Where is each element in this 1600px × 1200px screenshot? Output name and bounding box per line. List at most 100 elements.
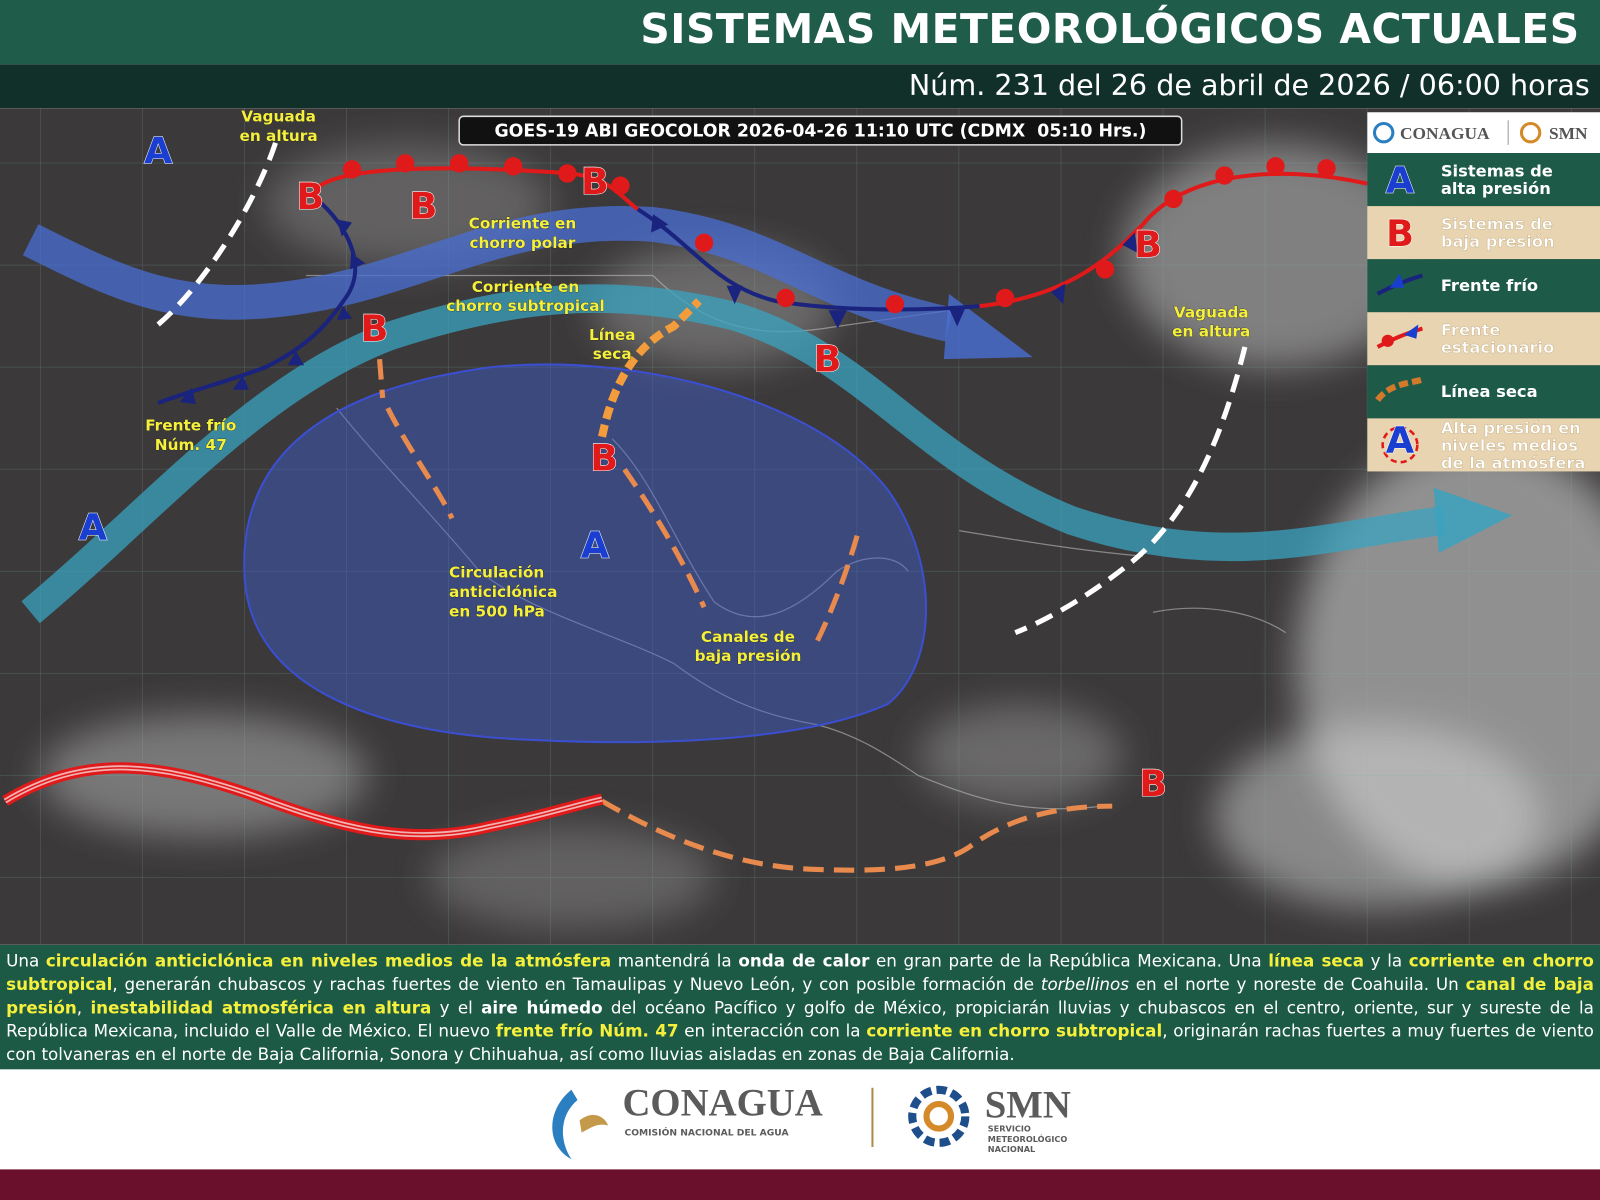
text: en el norte y noreste de Coahuila. Un <box>1128 974 1466 994</box>
map-label: Canales de baja presión <box>695 628 802 665</box>
bold-text: aire húmedo <box>481 997 603 1018</box>
footer: CONAGUA COMISIÓN NACIONAL DEL AGUA SMN S… <box>0 1069 1600 1170</box>
caption-box <box>458 115 1183 146</box>
low-pressure: B <box>590 436 618 479</box>
map-label-line: Vaguada <box>1174 303 1249 321</box>
legend-symbol: A <box>1386 159 1415 202</box>
legend-label-line: niveles medios <box>1441 436 1578 455</box>
legend-row <box>1367 206 1600 260</box>
caption: GOES-19 ABI GEOCOLOR 2026-04-26 11:10 UT… <box>494 122 1146 142</box>
map-label-line: Frente frío <box>145 417 236 435</box>
legend-label-line: Frente <box>1441 321 1501 340</box>
anticyclone <box>243 363 928 744</box>
text: del océano Pacífico y golfo de México, p… <box>6 997 1594 1041</box>
text: en gran parte de la República Mexicana. … <box>869 951 1269 971</box>
map-label: Línea seca <box>589 326 636 363</box>
stationary-front <box>314 154 1368 329</box>
legend-label: Línea seca <box>1441 382 1538 401</box>
highlight: corriente en chorro subtropical <box>6 951 1594 994</box>
map-label-line: Circulación <box>449 564 544 582</box>
legend-row <box>1367 365 1600 419</box>
map-label-line: Canales de <box>701 628 795 646</box>
legend-row <box>1367 153 1600 207</box>
map-label-line: chorro subtropical <box>446 297 605 315</box>
text: , originarán rachas fuertes a muy fuerte… <box>6 1021 1594 1065</box>
highlight: corriente en chorro subtropical <box>866 1021 1163 1041</box>
map-label: Corriente en chorro subtropical <box>446 278 605 315</box>
smn-logo: SMN <box>985 1083 1071 1126</box>
title-band: SISTEMAS METEOROLÓGICOS ACTUALES <box>0 0 1600 65</box>
legend-icon <box>1376 326 1424 349</box>
map-label-line: en altura <box>239 127 317 145</box>
legend-label: Frente frío <box>1441 276 1538 295</box>
text: mantendrá la <box>611 951 739 971</box>
legend-label-line: Sistemas de <box>1441 215 1553 234</box>
legend-row <box>1367 259 1600 313</box>
low-pressure-channel <box>377 358 1113 873</box>
legend-icon <box>1389 273 1405 288</box>
subtropical-jet-arrow <box>1433 487 1513 554</box>
legend-label-line: Línea seca <box>1441 382 1538 401</box>
high-pressure: A <box>79 506 108 549</box>
legend-logo: CONAGUA <box>1400 124 1490 143</box>
itcz-line <box>2 762 604 841</box>
legend-icon <box>1404 324 1419 339</box>
legend-label-line: estacionario <box>1441 338 1555 357</box>
map-label-line: Corriente en <box>472 278 580 296</box>
legend-icon <box>1381 426 1419 464</box>
subtitle: Núm. 231 del 26 de abril de 2026 / 06:00… <box>908 68 1590 103</box>
map-label-line: chorro polar <box>469 234 575 252</box>
conagua-logo: CONAGUA <box>622 1081 822 1124</box>
map-label-line: Línea <box>589 326 636 344</box>
bold-text: onda de calor <box>738 951 870 971</box>
highlight: circulación anticiclónica en niveles med… <box>45 951 612 971</box>
map-label-line: baja presión <box>695 647 802 665</box>
legend-label-line: Sistemas de <box>1441 162 1553 181</box>
low-pressure: B <box>1134 223 1162 266</box>
cold-front <box>157 197 366 405</box>
low-pressure: B <box>814 337 842 380</box>
low-pressure: B <box>360 307 388 350</box>
trough <box>1014 346 1248 636</box>
legend-icon <box>1375 376 1424 403</box>
map-label: Frente frío Núm. 47 <box>145 417 236 454</box>
text: , generarán chubascos y rachas fuertes d… <box>112 974 1041 994</box>
map-label: Circulación anticiclónica en 500 hPa <box>449 564 557 621</box>
highlight: frente frío Núm. 47 <box>495 1021 679 1041</box>
legend-icon <box>1381 334 1394 347</box>
italic-text: torbellinos <box>1040 974 1129 994</box>
legend-label: Alta presión en niveles medios de la atmós… <box>1441 419 1586 473</box>
legend-symbol: A <box>1386 419 1415 462</box>
legend-label-line: alta presión <box>1441 179 1551 198</box>
legend-row <box>1367 418 1600 472</box>
high-pressure: A <box>144 129 173 172</box>
footer-logos: CONAGUA COMISIÓN NACIONAL DEL AGUA SMN S… <box>552 1081 1071 1160</box>
map-label: Corriente en chorro polar <box>469 215 577 252</box>
map-label: Vaguada en altura <box>1172 303 1250 340</box>
weather-map: GOES-19 ABI GEOCOLOR 2026-04-26 11:10 UT… <box>0 108 1600 945</box>
conagua-icon <box>552 1089 578 1160</box>
map-label-line: en 500 hPa <box>449 602 545 620</box>
low-pressure: B <box>581 160 609 203</box>
low-pressure: B <box>1139 762 1167 805</box>
smn-icon <box>923 1101 955 1132</box>
map-label-line: Vaguada <box>241 108 316 125</box>
legend-label: Sistemas de alta presión <box>1441 162 1553 198</box>
polar-jet-arrow <box>943 293 1033 360</box>
map-label-line: Corriente en <box>469 215 577 233</box>
text: Una <box>6 951 46 971</box>
description: Una circulación anticiclónica en niveles… <box>0 944 1600 1070</box>
legend-symbol: B <box>1386 212 1414 255</box>
text: en interacción con la <box>678 1021 867 1041</box>
subtropical-jet <box>21 284 1446 624</box>
legend-row <box>1367 312 1600 366</box>
highlight: línea seca <box>1268 951 1364 971</box>
map-label-line: Núm. 47 <box>155 436 227 454</box>
polar-jet <box>22 206 953 342</box>
high-pressure: A <box>581 524 610 567</box>
low-pressure: B <box>409 184 437 227</box>
map-label: Vaguada en altura <box>239 108 317 145</box>
legend-label-line: Alta presión en <box>1441 419 1581 438</box>
